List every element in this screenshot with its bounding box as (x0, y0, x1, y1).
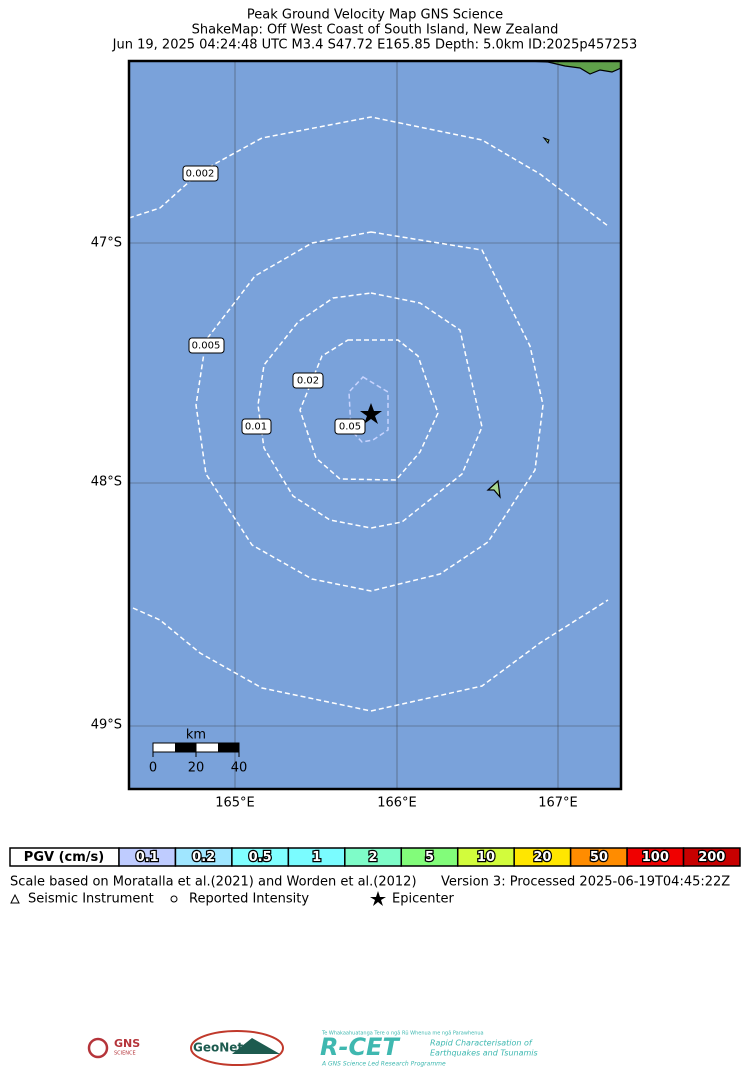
instrument-symbol (10, 893, 20, 904)
rcet-maori: Te Whakaahuatanga Tere o ngā Rū Whenua m… (321, 1031, 484, 1037)
rcet-line: Earthquakes and Tsunamis (430, 1049, 538, 1058)
contour-label: 0.02 (297, 376, 319, 387)
legend-label: 0.1 (136, 850, 159, 865)
map: 0.002 0.005 0.02 0.01 0.05 km 0 20 40 47… (91, 59, 623, 811)
legend-cell (682, 847, 741, 867)
contour-label: 0.05 (339, 422, 361, 433)
lon-label: 166°E (377, 796, 417, 811)
geonet-ring (190, 1030, 284, 1066)
lon-label: 167°E (538, 796, 578, 811)
symbol-label: Reported Intensity (189, 892, 309, 907)
logos: GNS SCIENCE GeoNet Te Whakaahuatanga Ter… (87, 1030, 538, 1068)
legend-title: PGV (cm/s) (24, 850, 104, 865)
island (486, 479, 501, 499)
epicenter-symbol (370, 891, 386, 906)
legend-label: 20 (533, 850, 551, 865)
contour-labels: 0.002 0.005 0.02 0.01 0.05 (182, 165, 366, 435)
legend-label: 200 (698, 850, 725, 865)
scale-tick: 40 (231, 761, 248, 776)
scale-bar: km 0 20 40 (149, 728, 247, 776)
contours (128, 116, 609, 712)
lon-label: 165°E (215, 796, 255, 811)
legend: PGV (cm/s) 0.1 0.2 0.5 1 2 5 10 20 50 100 200 (9, 847, 741, 867)
contour-label: 0.005 (192, 341, 221, 352)
legend-label: 5 (425, 850, 434, 865)
geonet-logo: GeoNet (193, 1041, 243, 1055)
rcet-line: Rapid Characterisation of (430, 1039, 533, 1048)
legend-label: 10 (477, 850, 495, 865)
gns-logo: GNS (114, 1037, 140, 1050)
epicenter (360, 403, 382, 424)
legend-label: 1 (312, 850, 321, 865)
title: Peak Ground Velocity Map GNS Science (247, 8, 503, 23)
legend-label: 100 (642, 850, 669, 865)
map-frame (127, 59, 623, 791)
lat-label: 48°S (91, 475, 122, 490)
rcet-logo: R-CET (320, 1033, 400, 1061)
rcet-footer: A GNS Science Led Research Programme (321, 1061, 446, 1068)
island (542, 136, 550, 145)
lat-label: 47°S (91, 236, 122, 251)
ocean (129, 61, 621, 789)
symbol-label: Seismic Instrument (28, 892, 154, 907)
contour-label: 0.002 (186, 169, 215, 180)
gns-icon (87, 1037, 109, 1059)
gns-logo-sub: SCIENCE (114, 1051, 136, 1057)
legend-label: 0.2 (192, 850, 215, 865)
version: Version 3: Processed 2025-06-19T04:45:22… (441, 875, 730, 890)
symbol-label: Epicenter (392, 892, 455, 907)
contour-label: 0.01 (245, 422, 267, 433)
geonet-mountain (232, 1038, 280, 1054)
intensity-symbol (170, 895, 178, 903)
scale-note: Scale based on Moratalla et al.(2021) an… (10, 875, 417, 890)
legend-label: 0.5 (249, 850, 272, 865)
legend-label: 50 (590, 850, 608, 865)
legend-label: 2 (369, 850, 378, 865)
scale-unit: km (186, 728, 206, 743)
event-info: Jun 19, 2025 04:24:48 UTC M3.4 S47.72 E1… (112, 38, 638, 53)
scale-tick: 0 (149, 761, 157, 776)
scale-tick: 20 (188, 761, 205, 776)
lat-label: 49°S (91, 718, 122, 733)
subtitle: ShakeMap: Off West Coast of South Island… (192, 23, 559, 38)
